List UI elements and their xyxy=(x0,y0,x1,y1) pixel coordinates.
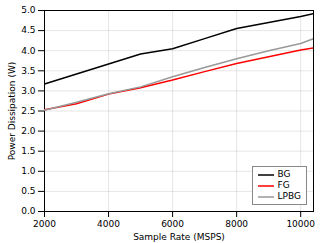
svg-text:6000: 6000 xyxy=(161,219,184,229)
svg-text:1.0: 1.0 xyxy=(21,166,36,176)
svg-text:3.5: 3.5 xyxy=(21,66,35,76)
svg-text:2000: 2000 xyxy=(33,219,56,229)
html-text:LPBG: LPBG xyxy=(277,191,301,201)
html-text:FG: FG xyxy=(277,180,290,190)
svg-text:Power Dissipation (W): Power Dissipation (W) xyxy=(7,62,17,161)
svg-text:10000: 10000 xyxy=(286,219,315,229)
svg-text:2.5: 2.5 xyxy=(21,106,35,116)
svg-text:Sample Rate (MSPS): Sample Rate (MSPS) xyxy=(133,232,225,242)
svg-text:1.5: 1.5 xyxy=(21,146,35,156)
svg-text:5.0: 5.0 xyxy=(21,5,36,15)
html-text:BG: BG xyxy=(277,169,291,179)
svg-text:8000: 8000 xyxy=(225,219,248,229)
svg-text:3.0: 3.0 xyxy=(21,86,36,96)
svg-text:0.0: 0.0 xyxy=(21,206,36,216)
svg-text:4000: 4000 xyxy=(97,219,120,229)
svg-text:4.0: 4.0 xyxy=(21,46,36,56)
svg-text:0.5: 0.5 xyxy=(21,186,35,196)
svg-text:2.0: 2.0 xyxy=(21,126,36,136)
svg-text:4.5: 4.5 xyxy=(21,25,35,35)
